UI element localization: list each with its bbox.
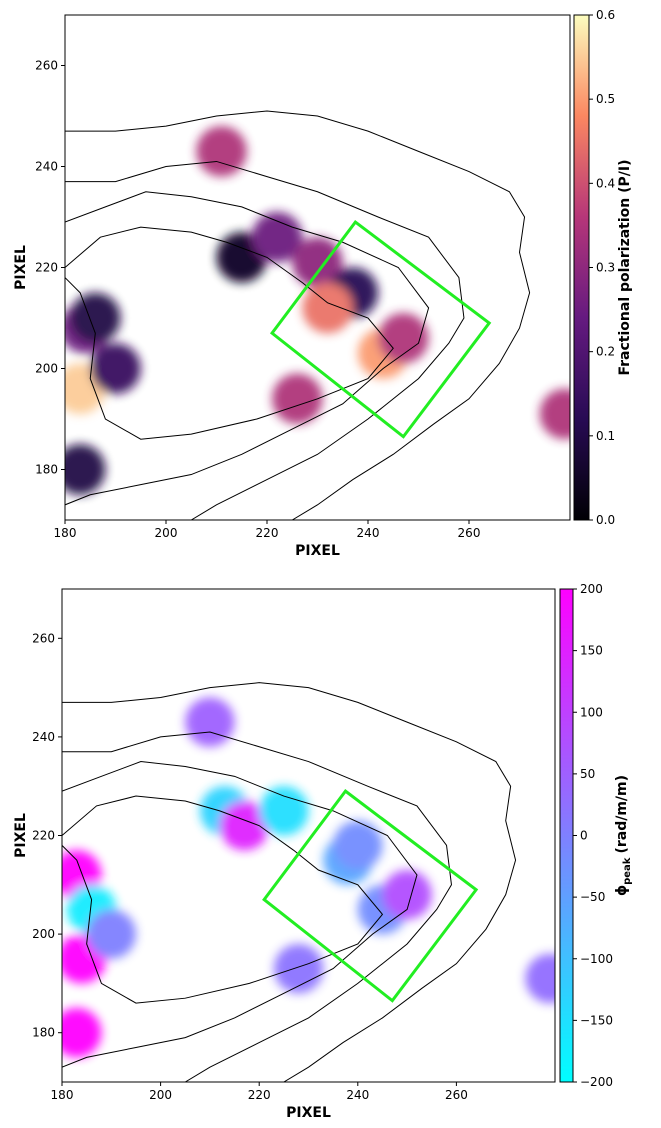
y-tick-label: 240: [32, 730, 55, 744]
pixel-blob: [86, 909, 136, 959]
y-tick-label: 260: [35, 59, 58, 73]
region-box: [269, 219, 492, 439]
colorbar: [573, 14, 590, 521]
plot-area: [65, 111, 570, 520]
pixel-blob: [259, 786, 309, 836]
pixel-blob: [333, 820, 383, 871]
colorbar-tick-label: 0.2: [596, 345, 615, 359]
y-tick-label: 220: [32, 829, 55, 843]
y-tick-label: 260: [32, 631, 55, 645]
pixel-blob: [292, 237, 343, 288]
contours: [65, 111, 530, 520]
colorbar-tick-label: 100: [580, 705, 603, 719]
x-tick-label: 220: [256, 526, 279, 540]
colorbar-tick-label: 200: [580, 582, 603, 596]
pixel-blob: [302, 282, 353, 334]
pixel-blob: [272, 373, 323, 425]
colorbar-tick-label: −50: [580, 890, 605, 904]
colorbar-tick-label: −100: [580, 952, 613, 966]
colorbar-tick-label: 150: [580, 644, 603, 658]
label-subscript: peak: [622, 857, 633, 885]
pixel-blob: [62, 1008, 102, 1058]
y-tick-label: 200: [32, 927, 55, 941]
pixel-blob: [273, 943, 324, 994]
y-tick-label: 240: [35, 160, 58, 174]
x-tick-label: 260: [445, 1088, 468, 1102]
colorbar-tick-label: 0.3: [596, 261, 615, 275]
x-tick-label: 200: [149, 1088, 172, 1102]
colorbar-tick-label: 0.0: [596, 513, 615, 527]
pixel-blob: [219, 800, 270, 851]
pixel-blob: [251, 211, 303, 263]
colorbar-tick-label: 50: [580, 767, 595, 781]
colorbar-tick-label: 0.6: [596, 8, 615, 22]
colorbar-tick-label: −200: [580, 1075, 613, 1089]
colorbar-tick-label: 0.4: [596, 176, 615, 190]
pixel-blob: [90, 343, 141, 394]
x-tick-label: 200: [155, 526, 178, 540]
pixel-blob: [185, 697, 235, 747]
pixel-blob: [525, 953, 555, 1004]
label-symbol: ϕ: [614, 885, 630, 896]
plot-area: [62, 683, 555, 1082]
x-tick-label: 240: [357, 526, 380, 540]
y-tick-label: 180: [35, 463, 58, 477]
y-axis-label: PIXEL: [13, 245, 29, 290]
pixel-blob: [539, 388, 570, 440]
pixel-blob: [378, 312, 429, 364]
pixel-blob: [70, 292, 121, 344]
x-tick-label: 180: [54, 526, 77, 540]
y-tick-label: 220: [35, 261, 58, 275]
colorbar: [559, 588, 574, 1083]
x-tick-label: 240: [346, 1088, 369, 1102]
pixel-blob: [382, 870, 432, 920]
pixel-blob: [65, 444, 106, 495]
plot-frame: [61, 588, 556, 1083]
colorbar-tick-label: 0: [580, 829, 588, 843]
pixel-blob: [196, 126, 247, 177]
region-box: [262, 789, 479, 1003]
colorbar-label: Fractional polarization (P/I): [617, 159, 633, 375]
x-axis-label: PIXEL: [295, 543, 340, 559]
colorbar-label: ϕpeak (rad/m/m): [614, 775, 633, 896]
y-tick-label: 200: [35, 362, 58, 376]
y-axis-label: PIXEL: [13, 813, 29, 858]
y-tick-label: 180: [32, 1026, 55, 1040]
contours: [62, 683, 516, 1082]
x-tick-label: 220: [248, 1088, 271, 1102]
x-tick-label: 180: [51, 1088, 74, 1102]
x-axis-label: PIXEL: [286, 1105, 331, 1121]
label-unit: (rad/m/m): [614, 775, 630, 854]
x-tick-label: 260: [458, 526, 481, 540]
emission: [62, 697, 555, 1058]
colorbar-tick-label: −150: [580, 1013, 613, 1027]
colorbar-tick-label: 0.5: [596, 92, 615, 106]
emission: [65, 126, 570, 495]
colorbar-tick-label: 0.1: [596, 429, 615, 443]
